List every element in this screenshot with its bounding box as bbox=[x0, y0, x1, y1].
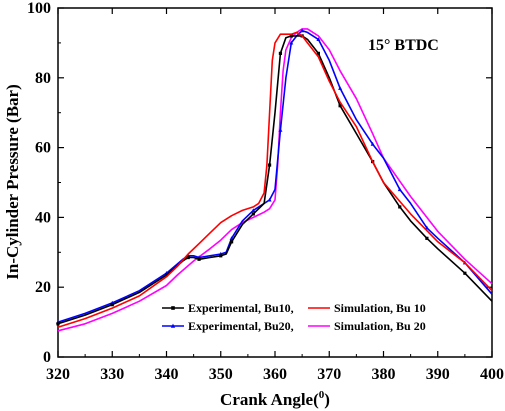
x-tick-label: 350 bbox=[209, 366, 233, 383]
x-tick-label: 370 bbox=[317, 366, 341, 383]
series-line-1 bbox=[57, 31, 493, 329]
y-tick-label: 40 bbox=[35, 209, 51, 226]
x-tick-label: 390 bbox=[426, 366, 450, 383]
x-tick-label: 320 bbox=[46, 366, 70, 383]
x-tick-label: 380 bbox=[372, 366, 396, 383]
data-point bbox=[338, 86, 343, 90]
data-point bbox=[110, 303, 114, 307]
y-axis-label: In-Cylinder Pressure (Bar) bbox=[3, 84, 22, 280]
data-point bbox=[267, 163, 272, 167]
data-point bbox=[316, 37, 321, 42]
legend-label: Simulation, Bu 10 bbox=[334, 301, 426, 315]
y-tick-label: 20 bbox=[35, 279, 51, 296]
data-point bbox=[300, 28, 305, 33]
legend-marker bbox=[170, 323, 176, 328]
data-point bbox=[230, 240, 234, 244]
data-point bbox=[219, 254, 223, 258]
y-tick-label: 60 bbox=[35, 140, 51, 157]
x-tick-label: 400 bbox=[480, 366, 504, 383]
legend-label: Experimental, Bu10, bbox=[188, 301, 294, 315]
data-point bbox=[398, 205, 402, 209]
x-axis-label-main: Crank Angle( bbox=[220, 390, 319, 409]
x-tick-label: 360 bbox=[263, 366, 287, 383]
data-point bbox=[251, 212, 255, 216]
x-axis-label-end: ) bbox=[324, 390, 330, 409]
y-tick-label: 0 bbox=[43, 349, 51, 366]
data-point bbox=[289, 34, 293, 38]
data-point bbox=[197, 257, 201, 261]
x-tick-label: 340 bbox=[155, 366, 179, 383]
y-tick-label: 100 bbox=[27, 0, 51, 17]
x-axis-label: Crank Angle(0) bbox=[220, 389, 330, 409]
x-axis-ticks: 320 330 340 350 360 370 380 390 400 bbox=[46, 8, 504, 383]
data-point bbox=[289, 40, 294, 45]
data-point bbox=[338, 104, 342, 108]
data-point bbox=[278, 51, 283, 55]
data-point bbox=[397, 187, 402, 192]
legend-label: Experimental, Bu20, bbox=[188, 319, 294, 333]
y-tick-label: 80 bbox=[35, 70, 51, 87]
data-point bbox=[164, 273, 169, 277]
data-point bbox=[278, 127, 283, 132]
data-point bbox=[463, 271, 467, 275]
data-point bbox=[186, 255, 190, 260]
y-axis-ticks: 0 20 40 60 80 100 bbox=[27, 0, 492, 366]
data-point bbox=[56, 322, 60, 326]
series-line-0 bbox=[57, 35, 493, 325]
data-point bbox=[316, 51, 320, 55]
legend-label: Simulation, Bu 20 bbox=[334, 319, 426, 333]
legend: Experimental, Bu10, Simulation, Bu 10 Expe… bbox=[162, 301, 426, 333]
data-point bbox=[267, 197, 272, 202]
series-line-2 bbox=[57, 29, 493, 323]
data-point bbox=[251, 208, 256, 213]
data-point bbox=[370, 141, 375, 146]
series-layer bbox=[56, 28, 493, 332]
legend-marker bbox=[171, 306, 175, 310]
chart-annotation: 15° BTDC bbox=[368, 37, 439, 54]
data-point bbox=[425, 236, 429, 240]
x-axis-label-superscript: 0 bbox=[319, 389, 325, 401]
series-line-3 bbox=[57, 28, 493, 332]
x-tick-label: 330 bbox=[100, 366, 124, 383]
